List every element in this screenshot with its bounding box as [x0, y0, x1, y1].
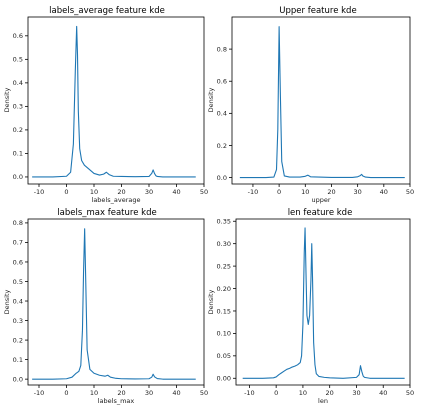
- y-axis-label: Density: [207, 289, 215, 314]
- subplot-labels-average: labels_average feature kde -10 0 10 20 30 40 5…: [3, 6, 208, 204]
- x-tick-label: -10: [248, 188, 259, 196]
- x-tick-label: 0: [64, 188, 68, 196]
- x-tick-label: -10: [34, 389, 45, 397]
- y-tick-label: 0.6: [13, 32, 23, 40]
- y-tick-label: 0.2: [13, 336, 23, 344]
- axes-frame: [27, 16, 205, 185]
- x-tick-label: 20: [117, 188, 125, 196]
- y-tick-label: 0.4: [217, 110, 227, 118]
- y-tick-label: 0.1: [13, 356, 23, 364]
- chart-title: Upper feature kde: [279, 6, 356, 16]
- x-tick-label: 30: [354, 188, 362, 196]
- x-tick-label: 10: [90, 188, 98, 196]
- subplot-labels-max: labels_max feature kde -10 0 10 20 30 40 50 0.0…: [3, 208, 208, 405]
- kde-line: [242, 227, 405, 379]
- x-tick-label: 50: [406, 188, 414, 196]
- x-tick-label: 40: [172, 188, 180, 196]
- subplot-len: len feature kde -10 0 10 20 30 40 50 0.00 0.05 0.…: [207, 208, 414, 405]
- y-tick-label: 0.05: [217, 352, 231, 360]
- y-tick-label: 0.30: [217, 240, 231, 248]
- axis-ticks: -10 0 10 20 30 40 50 0.0 0.1 0.2 0.3 0.4 0.5 0.6 0.7 0.…: [13, 219, 208, 397]
- x-axis-label: labels_average: [92, 196, 141, 204]
- y-axis-label: Density: [3, 289, 11, 314]
- x-tick-label: 40: [379, 389, 387, 397]
- x-tick-label: 20: [117, 389, 125, 397]
- y-tick-label: 0.5: [13, 56, 23, 64]
- y-tick-label: 0.0: [13, 173, 23, 181]
- y-tick-label: 0.25: [217, 262, 231, 270]
- x-axis-label: len: [318, 397, 328, 405]
- y-tick-label: 0.2: [217, 142, 227, 150]
- y-tick-label: 0.10: [217, 330, 231, 338]
- chart-title: len feature kde: [288, 208, 353, 218]
- y-tick-label: 0.7: [13, 239, 23, 247]
- x-tick-label: 50: [200, 389, 208, 397]
- y-tick-label: 0.8: [13, 219, 23, 227]
- x-tick-label: -10: [244, 389, 255, 397]
- x-tick-label: 30: [145, 389, 153, 397]
- axes-frame: [235, 218, 411, 386]
- axis-ticks: -10 0 10 20 30 40 50 0.00 0.05 0.10 0.15 0.20 0.25 0.…: [217, 218, 415, 397]
- y-tick-label: 0.4: [13, 79, 23, 87]
- y-tick-label: 0.0: [13, 375, 23, 383]
- subplot-upper: Upper feature kde -10 0 10 20 30 40 50 0.0 0.2 0.…: [207, 6, 414, 204]
- x-tick-label: -10: [34, 188, 45, 196]
- kde-line: [239, 26, 405, 179]
- x-tick-label: 10: [90, 389, 98, 397]
- y-tick-label: 0.6: [217, 78, 227, 86]
- y-tick-label: 0.20: [217, 285, 231, 293]
- x-tick-label: 10: [299, 389, 307, 397]
- y-tick-label: 0.35: [217, 218, 231, 226]
- x-tick-label: 20: [327, 188, 335, 196]
- y-tick-label: 0.2: [13, 126, 23, 134]
- x-axis-label: upper: [311, 196, 330, 204]
- y-tick-label: 0.3: [13, 103, 23, 111]
- x-tick-label: 20: [326, 389, 334, 397]
- y-tick-label: 0.3: [13, 317, 23, 325]
- y-axis-label: Density: [207, 87, 215, 112]
- x-tick-label: 50: [406, 389, 414, 397]
- axes-frame: [27, 218, 205, 386]
- x-tick-label: 50: [200, 188, 208, 196]
- axis-ticks: -10 0 10 20 30 40 50 0.0 0.2 0.4 0.6 0.8: [217, 45, 414, 196]
- x-tick-label: 0: [277, 188, 281, 196]
- kde-line: [32, 25, 196, 178]
- axis-ticks: -10 0 10 20 30 40 50 0.0 0.1 0.2 0.3 0.4 0.5 0.6: [13, 32, 208, 196]
- x-tick-label: 10: [301, 188, 309, 196]
- x-tick-label: 0: [64, 389, 68, 397]
- x-axis-label: labels_max: [98, 397, 135, 405]
- kde-line: [32, 228, 196, 380]
- chart-title: labels_average feature kde: [49, 6, 165, 16]
- y-tick-label: 0.5: [13, 278, 23, 286]
- y-tick-label: 0.4: [13, 297, 23, 305]
- y-axis-label: Density: [3, 87, 11, 112]
- y-tick-label: 0.8: [217, 45, 227, 53]
- x-tick-label: 0: [274, 389, 278, 397]
- x-tick-label: 30: [145, 188, 153, 196]
- y-tick-label: 0.1: [13, 150, 23, 158]
- y-tick-label: 0.6: [13, 258, 23, 266]
- chart-title: labels_max feature kde: [57, 208, 156, 218]
- x-tick-label: 40: [380, 188, 388, 196]
- axes-frame: [231, 16, 411, 185]
- x-tick-label: 40: [172, 389, 180, 397]
- y-tick-label: 0.0: [217, 174, 227, 182]
- y-tick-label: 0.00: [217, 375, 231, 383]
- y-tick-label: 0.15: [217, 307, 231, 315]
- x-tick-label: 30: [352, 389, 360, 397]
